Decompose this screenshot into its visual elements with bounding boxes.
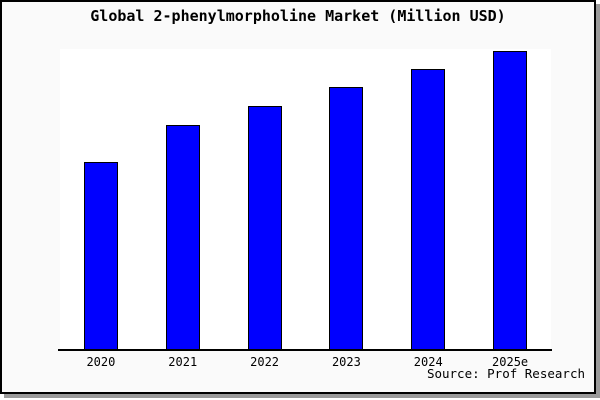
x-tick-label-2025e: 2025e [492, 355, 529, 369]
x-tick-label-2024: 2024 [413, 355, 443, 369]
bar-2022 [247, 106, 282, 350]
x-tick-label-2022: 2022 [250, 355, 280, 369]
bar-2021 [165, 125, 200, 350]
chart-window-frame: Global 2-phenylmorpholine Market (Millio… [0, 0, 596, 394]
plot-area [60, 49, 551, 350]
x-tick-label-2023: 2023 [331, 355, 361, 369]
bar-2020 [83, 162, 118, 350]
bar-2024 [411, 69, 446, 350]
chart-title: Global 2-phenylmorpholine Market (Millio… [90, 7, 506, 25]
bar-2025e [493, 51, 528, 350]
source-note: Source: Prof Research [426, 366, 585, 381]
x-tick-label-2021: 2021 [168, 355, 198, 369]
x-axis-labels: 2020 2021 2022 2023 2024 2025e [60, 355, 551, 369]
x-axis-line [58, 349, 552, 351]
x-tick-label-2020: 2020 [86, 355, 116, 369]
bar-2023 [329, 87, 364, 350]
